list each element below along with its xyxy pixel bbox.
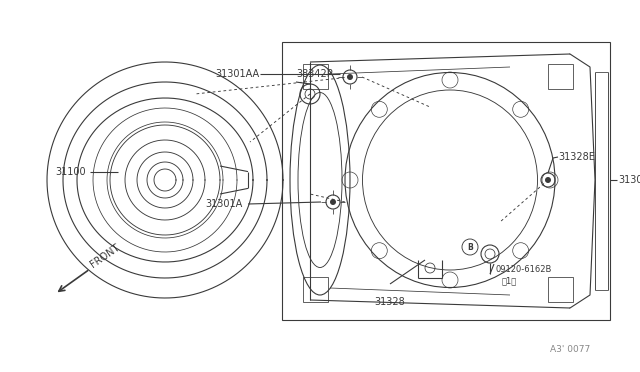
Text: 31301A: 31301A	[205, 199, 243, 209]
Circle shape	[347, 74, 353, 80]
Circle shape	[330, 199, 336, 205]
Bar	[548, 277, 573, 302]
Text: 31301AA: 31301AA	[215, 69, 259, 79]
Bar	[303, 277, 328, 302]
Bar	[303, 64, 328, 89]
Text: A3' 0077: A3' 0077	[550, 345, 590, 354]
Text: B: B	[467, 243, 473, 251]
Text: 38342P: 38342P	[296, 69, 333, 79]
Text: 31328E: 31328E	[558, 152, 595, 162]
Text: 31328: 31328	[374, 297, 405, 307]
Text: （1）: （1）	[502, 276, 517, 285]
Circle shape	[545, 177, 551, 183]
Bar	[282, 42, 610, 320]
Text: 09120-6162B: 09120-6162B	[496, 265, 552, 274]
Bar	[548, 64, 573, 89]
Text: 31300: 31300	[618, 175, 640, 185]
Text: FRONT: FRONT	[88, 243, 121, 270]
Text: 31100: 31100	[55, 167, 86, 177]
